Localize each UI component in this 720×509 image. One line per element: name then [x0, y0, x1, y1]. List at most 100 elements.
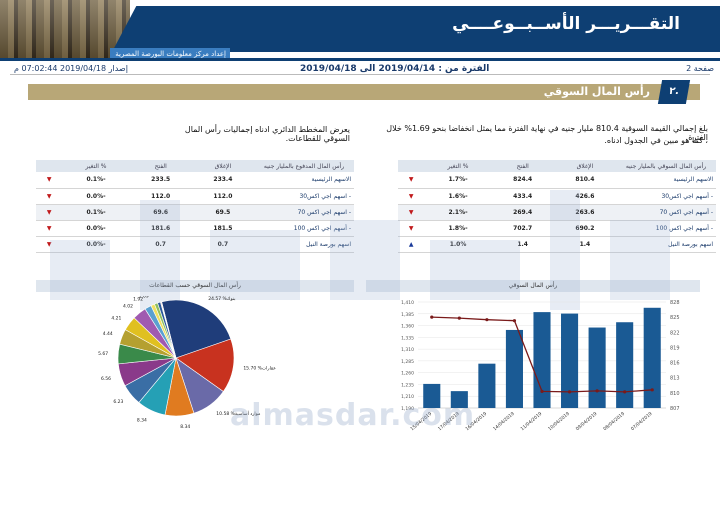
direction-indicator: ▼ [398, 204, 425, 221]
bar-line-chart: 1,410 1,385 1,360 1,335 1,310 1,285 1,260 1,235… [401, 300, 680, 432]
pie-data-label: 4.02 [123, 303, 133, 309]
market-cap-table: رأس المال السوقي بالمليار جنيه الإغلاق ا… [398, 160, 716, 253]
paid-capital-table: رأس المال المدفوع بالمليار جنيه الإغلاق … [36, 160, 354, 253]
change-value: -1.6% [424, 188, 492, 205]
close-value: 181.5 [191, 220, 254, 237]
direction-indicator: ▼ [36, 236, 63, 253]
table-row: - أسهم اجي اكس 100 181.5 181.6 -0.0% ▼ [36, 220, 354, 237]
y2-tick-label: 807 [670, 406, 680, 412]
pie-data-label: 1.09 [139, 296, 149, 300]
line-point [457, 316, 461, 320]
direction-indicator: ▼ [398, 220, 425, 237]
column-header: الفتح [129, 160, 192, 172]
y2-tick-label: 816 [670, 361, 680, 367]
x-tick-label: 11/04/2019 [520, 411, 544, 432]
pie-data-label: 24.57 %بنوك [208, 296, 235, 302]
open-value: 433.4 [491, 188, 554, 205]
column-header: الفتح [491, 160, 554, 172]
direction-indicator: ▼ [36, 220, 63, 237]
open-value: 1.4 [491, 236, 554, 253]
change-value: -0.0% [62, 236, 130, 253]
table-row: الاسهم الرئيسية 810.4 824.4 -1.7% ▼ [398, 172, 716, 189]
divider [0, 58, 720, 61]
pie-data-label: 6.56 [101, 376, 111, 382]
pie-data-label: 10.58 %موارد أساسية [216, 410, 261, 417]
column-header: الإغلاق [553, 160, 616, 172]
direction-indicator: ▼ [36, 172, 63, 189]
pie-chart: 24.57 %بنوك 15.70 %عقارات 10.58 %موارد أسا… [98, 296, 276, 430]
close-value: 690.2 [553, 220, 616, 237]
pie-data-label: 1.92 [133, 296, 143, 302]
table-row: - أسهم اجي اكس 70 263.6 269.4 -2.1% ▼ [398, 204, 716, 221]
row-name: - اسهم اجي اكس30 [254, 188, 354, 205]
banner-background [112, 6, 720, 52]
y-tick-label: 1,310 [401, 347, 414, 353]
bar [450, 391, 468, 408]
direction-indicator: ▲ [398, 236, 425, 253]
pie-data-label: 0.94 [143, 296, 153, 298]
column-header: رأس المال المدفوع بالمليار جنيه [254, 160, 354, 172]
close-value: 426.6 [553, 188, 616, 205]
bar [588, 327, 606, 408]
bar [478, 363, 496, 408]
bar [533, 312, 551, 408]
y2-tick-label: 828 [670, 300, 680, 306]
summary-text: بلغ إجمالي القيمة السوقية 810.4 مليار جن… [386, 124, 708, 142]
x-tick-label: 09/04/2019 [575, 411, 599, 432]
open-value: 269.4 [491, 204, 554, 221]
section-bar [28, 84, 700, 100]
column-header: رأس المال السوقي بالمليار جنيه [616, 160, 716, 172]
table-row: اسهم بورصة النيل 0.7 0.7 -0.0% ▼ [36, 236, 354, 253]
direction-indicator: ▼ [36, 204, 63, 221]
y2-tick-label: 813 [670, 376, 680, 382]
y-tick-label: 1,235 [401, 382, 414, 388]
row-name: - أسهم اجي اكس 70 [616, 204, 716, 221]
table-row: - أسهم اجي اكس30 426.6 433.4 -1.6% ▼ [398, 188, 716, 205]
close-value: 1.4 [553, 236, 616, 253]
bar-chart-header: رأس المال السوقي [366, 280, 700, 292]
y-tick-label: 1,360 [401, 324, 414, 330]
pie-data-label: 5.67 [98, 351, 108, 357]
bar [505, 329, 523, 408]
y-tick-label: 1,260 [401, 371, 414, 377]
direction-indicator: ▼ [398, 172, 425, 189]
watermark-url: almasdar.com [230, 398, 476, 433]
pie-slice [175, 338, 235, 392]
close-value: 263.6 [553, 204, 616, 221]
open-value: 112.0 [129, 188, 192, 205]
pie-data-label: 8.34 [137, 417, 147, 423]
line-point [623, 390, 627, 394]
section-number: ٢. [657, 80, 691, 104]
table-row: اسهم بورصة النيل 1.4 1.4 1.0% ▲ [398, 236, 716, 253]
row-name: الاسهم الرئيسية [616, 172, 716, 189]
summary-text-cont: ، كما هو مبين في الجدول ادناه. [604, 136, 708, 145]
change-value: -1.7% [424, 172, 492, 189]
change-value: -0.0% [62, 220, 130, 237]
bar [423, 383, 441, 408]
bar [561, 313, 579, 408]
column-header: الإغلاق [191, 160, 254, 172]
pie-data-label: 4.21 [111, 316, 121, 322]
y-tick-label: 1,410 [401, 300, 414, 306]
pie-data-label: 15.70 %عقارات [243, 366, 276, 372]
x-tick-label: 07/04/2019 [630, 411, 654, 432]
open-value: 69.6 [129, 204, 192, 221]
banner-photo [0, 0, 130, 58]
open-value: 233.5 [129, 172, 192, 189]
change-value: -0.1% [62, 204, 130, 221]
row-name: اسهم بورصة النيل [616, 236, 716, 253]
y2-tick-label: 822 [670, 330, 680, 336]
line-point [512, 319, 517, 323]
line-point [540, 389, 544, 393]
y-tick-label: 1,210 [401, 394, 414, 400]
line-point [567, 390, 572, 394]
direction-indicator: ▼ [398, 188, 425, 205]
close-value: 233.4 [191, 172, 254, 189]
x-tick-label: 10/04/2019 [547, 411, 571, 432]
report-subtitle: إعداد مركز معلومات البورصة المصرية [110, 48, 230, 60]
pie-intro-text: يعرض المخطط الدائري ادناه إجماليات رأس ا… [184, 125, 350, 143]
row-name: - اسهم اجي اكس 70 [254, 204, 354, 221]
column-header: % التغير [62, 160, 130, 172]
table-row: الاسهم الرئيسية 233.4 233.5 -0.1% ▼ [36, 172, 354, 189]
y2-tick-label: 819 [670, 345, 680, 351]
